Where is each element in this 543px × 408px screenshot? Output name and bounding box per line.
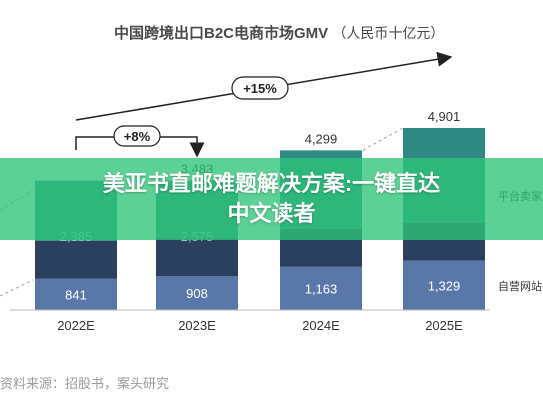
value-label-2022E-bottom: 841 [65, 287, 87, 302]
promo-banner-line1: 美亚书直邮难题解决方案:一键直达 [102, 171, 441, 196]
source-note: 资料来源：招股书，案头研究 [0, 376, 170, 391]
promo-banner-line2: 中文读者 [227, 201, 316, 226]
legend-label-own-site: 自营网站 [498, 279, 542, 293]
bar-segment-2023E-middle [156, 238, 238, 277]
chart-title: 中国跨境出口B2C电商市场GMV （人民币十亿元） [114, 22, 444, 43]
chart-title-main: 中国跨境出口B2C电商市场GMV [114, 25, 329, 42]
bar-segment-2022E-middle [35, 240, 117, 279]
promo-banner: 美亚书直邮难题解决方案:一键直达 中文读者 [0, 158, 543, 240]
bar-segment-2023E-bottom [156, 276, 238, 310]
growth-label-8: +8% [124, 129, 151, 144]
value-label-2023E-bottom: 908 [186, 286, 208, 301]
total-label-2025E: 4,901 [428, 109, 461, 124]
category-label-2023E: 2023E [178, 318, 216, 333]
category-label-2025E: 2025E [425, 318, 463, 333]
growth-badge-8 [113, 125, 161, 147]
growth-label-15: +15% [243, 81, 277, 96]
bar-segment-2022E-bottom [35, 278, 117, 310]
trend-dashed-line-2 [0, 279, 34, 297]
category-label-2024E: 2024E [302, 318, 340, 333]
bar-segment-2024E-bottom [280, 266, 362, 310]
category-label-2022E: 2022E [57, 318, 95, 333]
chart-title-unit: （人民币十亿元） [332, 25, 445, 41]
growth-badge-15 [231, 76, 289, 100]
bar-segment-2025E-bottom [403, 260, 485, 310]
total-label-2024E: 4,299 [305, 131, 338, 146]
value-label-2025E-bottom: 1,329 [428, 278, 461, 293]
value-label-2024E-bottom: 1,163 [305, 281, 338, 296]
trend-dashed-line-3 [362, 127, 404, 151]
